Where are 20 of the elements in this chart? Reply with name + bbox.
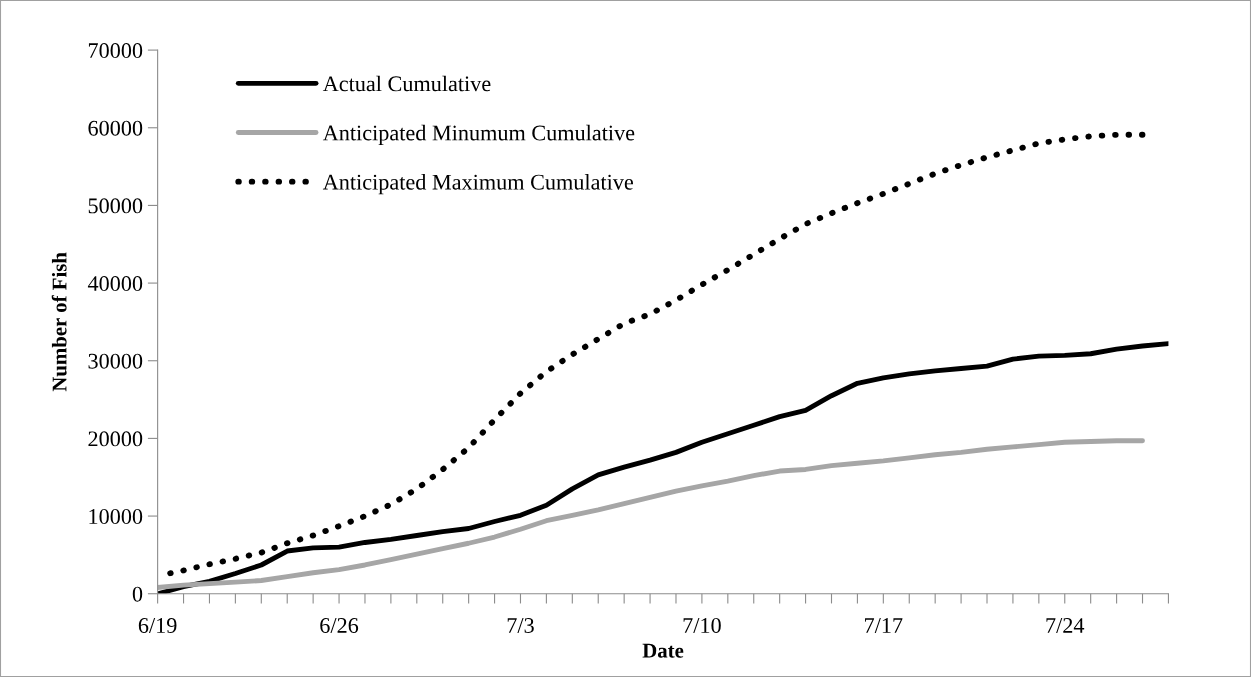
y-tick-label: 70000 — [88, 43, 143, 59]
x-tick-label: 6/26 — [320, 618, 359, 633]
x-axis-title: Date — [642, 643, 684, 658]
x-tick-label: 7/10 — [683, 617, 721, 633]
y-tick-label: 40000 — [87, 276, 143, 292]
line-series — [157, 438, 1145, 590]
x-tick-label: 7/24 — [1046, 618, 1085, 633]
y-tick-label: 60000 — [88, 120, 143, 136]
x-tick-label: 7/17 — [865, 618, 903, 633]
x-tick-label: 6/19 — [138, 618, 177, 633]
x-tick-label: 7/3 — [507, 618, 534, 633]
y-axis-title: Number of Fish — [51, 252, 67, 392]
y-tick-label: 50000 — [88, 198, 143, 214]
y-tick-label: 20000 — [88, 431, 143, 447]
y-tick-label: 10000 — [89, 509, 143, 524]
legend-label: Anticipated Maximum Cumulative — [322, 174, 634, 195]
legend-label: Anticipated Minumum Cumulative — [322, 124, 635, 145]
y-tick-label: 30000 — [88, 353, 143, 369]
legend-label: Actual Cumulative — [322, 75, 491, 92]
y-tick-label: 0 — [132, 586, 143, 602]
